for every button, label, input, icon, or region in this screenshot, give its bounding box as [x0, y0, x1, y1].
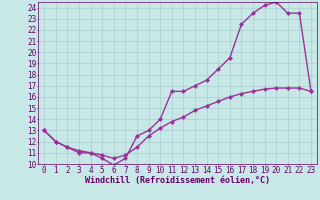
X-axis label: Windchill (Refroidissement éolien,°C): Windchill (Refroidissement éolien,°C)	[85, 176, 270, 185]
